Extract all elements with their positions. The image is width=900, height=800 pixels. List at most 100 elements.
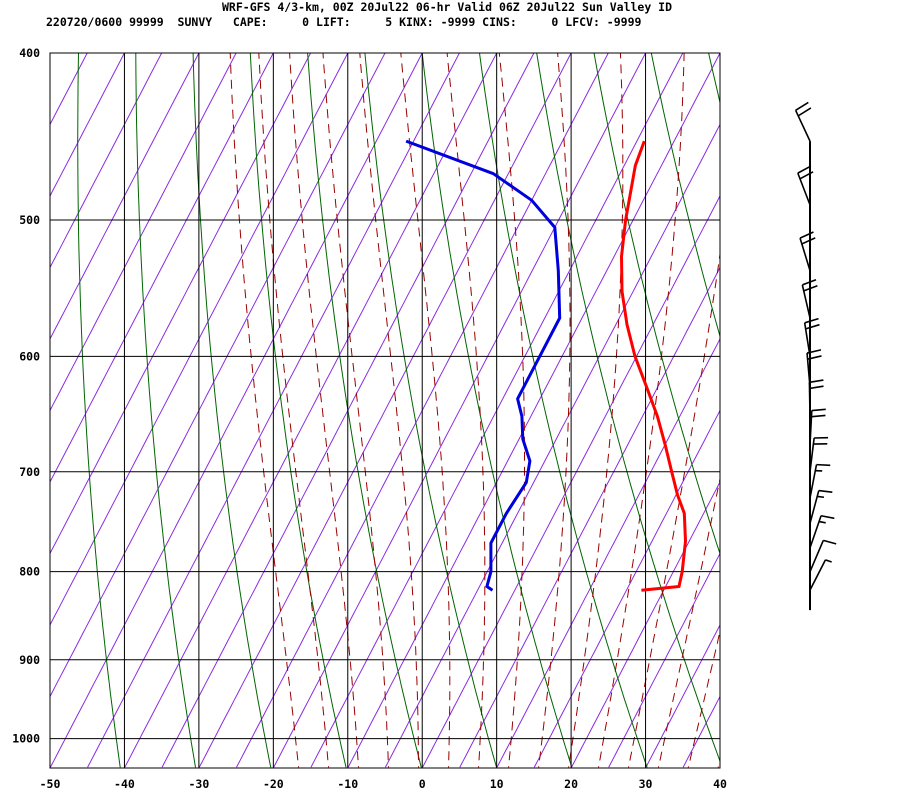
dry-adiabat-line bbox=[421, 53, 573, 768]
wind-barb bbox=[797, 165, 814, 206]
isotherm-line bbox=[607, 552, 720, 768]
wind-barb bbox=[799, 231, 816, 271]
wind-barb bbox=[809, 463, 831, 499]
isotherm-line bbox=[50, 53, 423, 768]
isotherm-line bbox=[0, 15, 33, 783]
temperature-line bbox=[620, 140, 687, 592]
dry-adiabat-line bbox=[192, 53, 272, 768]
grid-lines bbox=[50, 53, 720, 768]
wind-barb-staff bbox=[809, 515, 822, 549]
wind-barb-half-feather bbox=[825, 559, 832, 563]
isotherm-line bbox=[496, 337, 720, 768]
dry-adiabat-line bbox=[593, 53, 720, 556]
wind-barb-half-feather bbox=[818, 520, 826, 524]
dry-adiabat-lines bbox=[17, 15, 900, 783]
isotherm-line bbox=[50, 53, 200, 341]
wind-barb-staff bbox=[809, 490, 820, 524]
dry-adiabat-line bbox=[249, 53, 347, 768]
isotherm-line bbox=[123, 53, 498, 768]
wind-barb bbox=[794, 101, 812, 142]
y-tick-label: 900 bbox=[19, 653, 40, 667]
wind-barb-feather bbox=[816, 463, 831, 467]
wind-barb-column bbox=[794, 101, 837, 611]
dry-adiabat-line bbox=[77, 53, 121, 768]
wind-barb bbox=[809, 559, 832, 591]
moist-adiabat-line bbox=[627, 251, 720, 768]
wind-barb bbox=[809, 436, 829, 472]
isotherm-line bbox=[570, 480, 720, 768]
wind-barb-feather bbox=[795, 101, 809, 112]
isotherm-line bbox=[682, 695, 720, 768]
x-tick-label: 0 bbox=[419, 777, 426, 791]
wind-barb-feather bbox=[809, 385, 824, 390]
wind-barb-feather bbox=[805, 323, 820, 330]
sounding-series bbox=[405, 139, 687, 592]
x-tick-label: -50 bbox=[40, 777, 61, 791]
isotherm-line bbox=[645, 623, 720, 768]
wind-barb-feather bbox=[801, 237, 816, 245]
isotherm-line bbox=[347, 53, 720, 768]
y-tick-label: 800 bbox=[19, 565, 40, 579]
wind-barb bbox=[809, 408, 826, 445]
dry-adiabat-line bbox=[813, 15, 900, 783]
wind-barb bbox=[809, 489, 833, 524]
wind-barb-staff bbox=[809, 540, 825, 572]
x-tick-label: -20 bbox=[263, 777, 284, 791]
isotherm-line bbox=[235, 53, 609, 768]
wind-barb-feather bbox=[806, 349, 822, 354]
isotherm-line bbox=[50, 53, 163, 269]
x-tick-labels: -50 -40 -30 -20 -10 0 10 20 30 40 bbox=[40, 777, 727, 791]
dry-adiabat-line bbox=[870, 15, 900, 783]
wind-barb-feather bbox=[809, 379, 824, 384]
wind-barb bbox=[809, 514, 835, 549]
x-tick-label: -40 bbox=[114, 777, 135, 791]
wind-barb-feather bbox=[804, 317, 819, 324]
chart-title: WRF-GFS 4/3-km, 00Z 20Jul22 06-hr Valid … bbox=[222, 0, 673, 14]
isotherm-line bbox=[161, 53, 535, 768]
isotherm-line bbox=[458, 266, 720, 768]
isotherm-line bbox=[750, 15, 900, 783]
wind-barb-staff bbox=[797, 172, 811, 206]
dry-adiabat-line bbox=[536, 53, 720, 763]
wind-barb-staff bbox=[809, 559, 827, 591]
wind-barb bbox=[801, 278, 818, 319]
dry-adiabat-line bbox=[708, 53, 720, 105]
y-tick-label: 500 bbox=[19, 213, 40, 227]
wind-barb-feather bbox=[799, 231, 814, 239]
wind-barb-half-feather bbox=[817, 495, 825, 499]
wind-barb-feather bbox=[820, 514, 835, 520]
isotherm-line bbox=[50, 53, 237, 412]
moist-adiabat-line bbox=[717, 757, 720, 768]
dry-adiabat-line bbox=[17, 15, 47, 783]
x-tick-label: 30 bbox=[639, 777, 653, 791]
isotherm-line bbox=[272, 53, 647, 768]
wind-barb-staff bbox=[794, 109, 811, 142]
y-tick-labels: 400 500 600 700 800 900 1000 bbox=[12, 46, 40, 746]
y-tick-label: 400 bbox=[19, 46, 40, 60]
isotherm-line bbox=[198, 53, 572, 768]
isotherm-line bbox=[310, 53, 684, 768]
wind-barb bbox=[808, 379, 824, 417]
wind-barb-feather bbox=[811, 408, 826, 412]
wind-barb-feather bbox=[811, 414, 826, 418]
dry-adiabat-line bbox=[650, 53, 720, 338]
wind-barb bbox=[809, 539, 837, 572]
isotherm-line bbox=[50, 53, 349, 627]
wind-barb-feather bbox=[797, 107, 812, 117]
wind-barb-staff bbox=[808, 382, 811, 417]
isotherm-line bbox=[50, 53, 386, 698]
dry-adiabat-line bbox=[135, 53, 197, 768]
isotherm-line bbox=[86, 53, 460, 768]
wind-barb bbox=[803, 317, 820, 357]
dry-adiabat-line bbox=[307, 53, 422, 768]
wind-barb-feather bbox=[807, 355, 822, 360]
isotherm-line bbox=[50, 53, 312, 555]
dewpoint-line bbox=[405, 139, 562, 592]
wind-barb-feather bbox=[818, 489, 833, 493]
wind-barb-feather bbox=[823, 539, 837, 545]
y-tick-label: 600 bbox=[19, 349, 40, 363]
dry-adiabat-line bbox=[478, 53, 648, 768]
isotherm-line bbox=[824, 15, 900, 783]
isotherm-line bbox=[862, 15, 900, 783]
